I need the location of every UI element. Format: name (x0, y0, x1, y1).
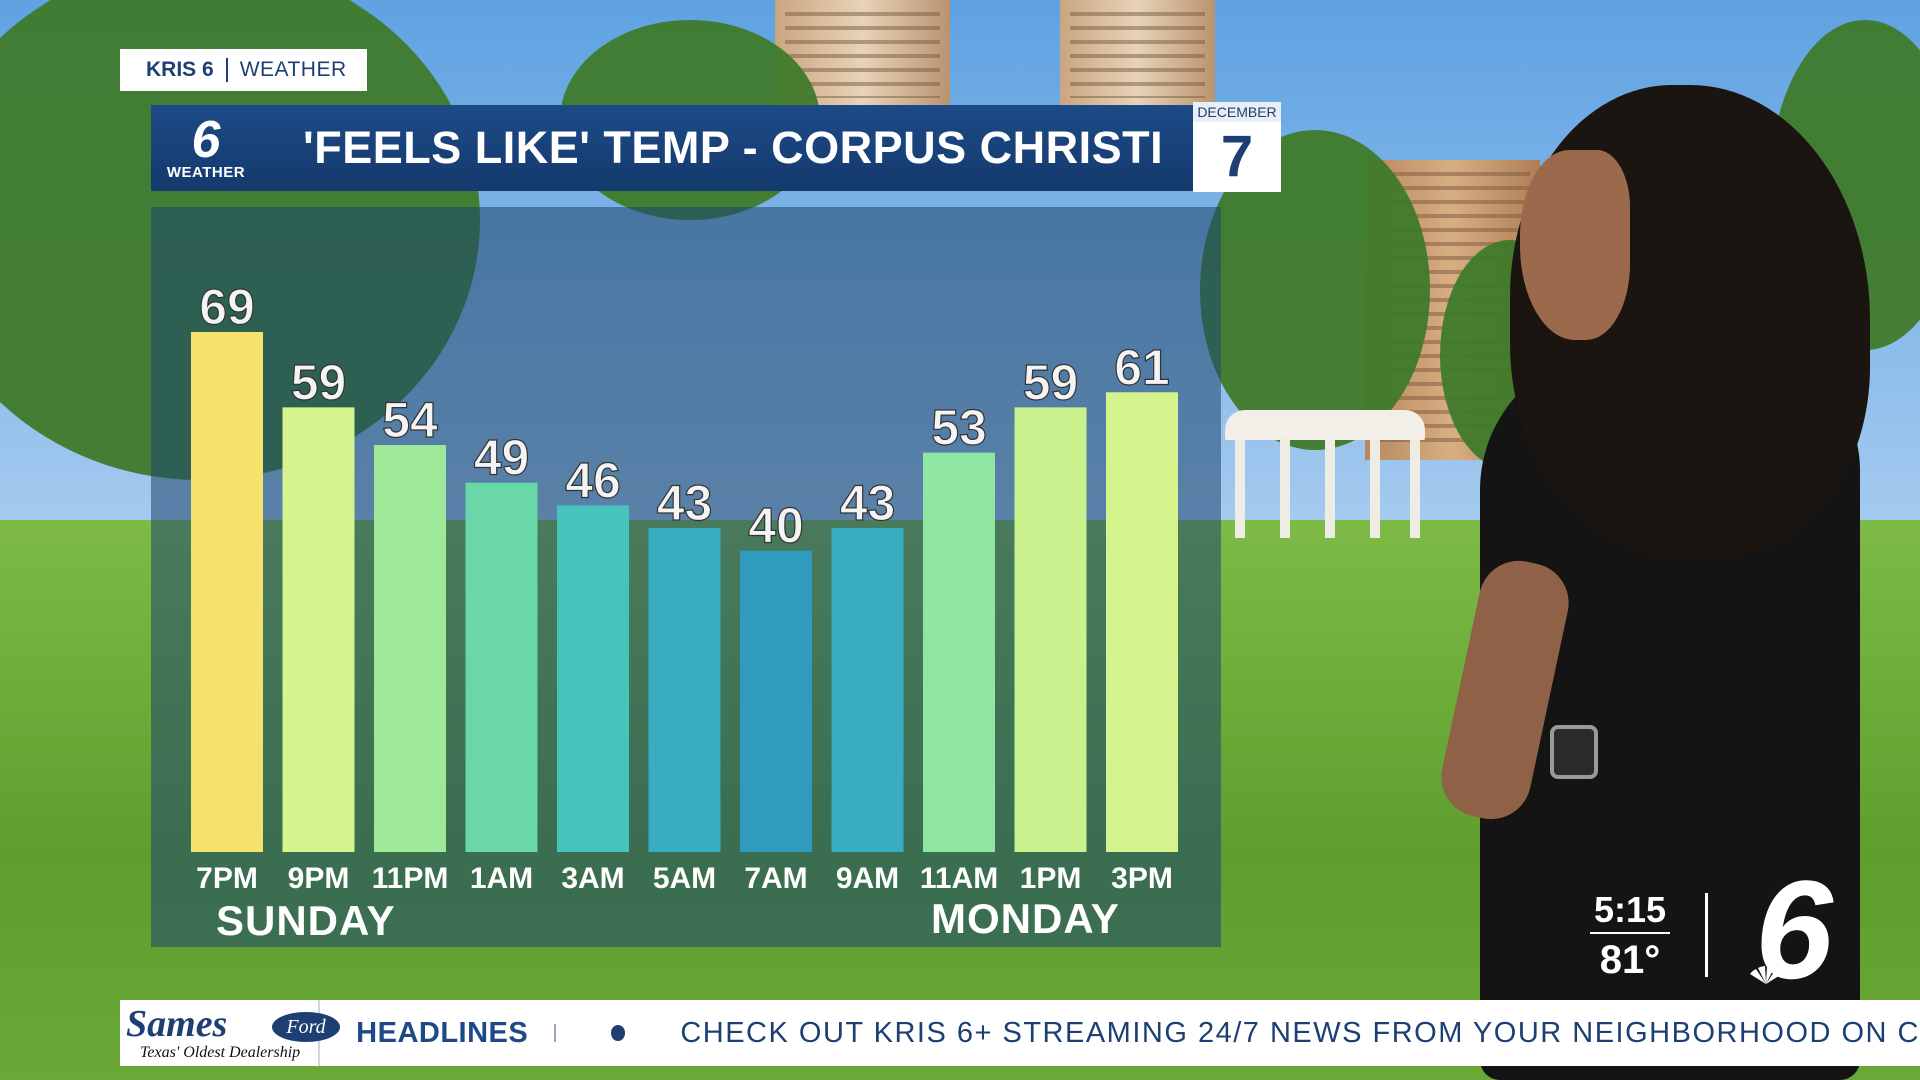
bar-11PM (374, 445, 446, 852)
bar-5AM (648, 527, 721, 852)
presenter-face (1520, 150, 1630, 340)
time-temp-bug: 5:15 81° (1590, 888, 1670, 986)
bar-1PM (1014, 407, 1087, 852)
tick-label-5AM: 5AM (653, 862, 716, 895)
title-bar: 6 WEATHER 'FEELS LIKE' TEMP - CORPUS CHR… (151, 105, 1194, 191)
background-building (1060, 0, 1215, 110)
tick-label-9AM: 9AM (836, 862, 899, 895)
tick-label-7PM: 7PM (196, 862, 258, 895)
value-label-7AM: 40 (748, 498, 804, 554)
tick-label-1PM: 1PM (1020, 862, 1082, 895)
bar-3AM (557, 505, 629, 852)
bar-3PM (1106, 392, 1178, 852)
bar-9AM (831, 527, 904, 852)
bar-7AM (740, 550, 812, 852)
gazebo (1225, 410, 1425, 540)
date-day: 7 (1220, 124, 1254, 189)
tick-label-11AM: 11AM (920, 862, 998, 895)
tick-label-7AM: 7AM (744, 862, 807, 895)
tag-divider (225, 58, 228, 82)
news-ticker: Sames Ford Texas' Oldest Dealership HEAD… (120, 1000, 1920, 1066)
current-temp: 81° (1599, 938, 1661, 982)
value-label-9PM: 59 (291, 354, 347, 410)
value-label-11AM: 53 (931, 400, 987, 456)
tick-label-3PM: 3PM (1111, 862, 1173, 895)
bar-9PM (282, 407, 355, 852)
section-name: WEATHER (239, 58, 347, 81)
weather-logo: 6 WEATHER (151, 105, 261, 191)
sponsor-name: Sames (126, 1003, 228, 1045)
bar-7PM (191, 332, 263, 852)
ticker-heading: HEADLINES (356, 1016, 529, 1049)
bug-divider (1705, 893, 1708, 977)
value-label-5AM: 43 (657, 475, 713, 531)
sponsor-tagline: Texas' Oldest Dealership (140, 1044, 301, 1061)
value-label-3AM: 46 (565, 452, 621, 508)
page-title: 'FEELS LIKE' TEMP - CORPUS CHRISTI (303, 122, 1164, 173)
day-label-sunday: SUNDAY (216, 897, 396, 944)
tick-label-11PM: 11PM (372, 862, 449, 895)
date-month: DECEMBER (1193, 102, 1281, 122)
logo-number: 6 (191, 110, 221, 169)
value-label-1PM: 59 (1023, 354, 1079, 410)
ticker-divider (554, 1024, 557, 1042)
value-label-3PM: 61 (1114, 339, 1170, 395)
ticker-crawl-text: CHECK OUT KRIS 6+ STREAMING 24/7 NEWS FR… (680, 1016, 1920, 1049)
day-label-monday: MONDAY (931, 895, 1120, 942)
bar-11AM (923, 452, 995, 852)
tick-label-3AM: 3AM (561, 862, 624, 895)
value-label-7PM: 69 (199, 279, 255, 335)
tick-label-9PM: 9PM (288, 862, 350, 895)
chart-panel: 69 7PM 59 9PM 54 11PM 49 1AM 46 3AM 43 5AM 40 7AM 43 9A… (151, 207, 1221, 947)
date-box: DECEMBER 7 (1193, 102, 1281, 192)
bullet-icon (611, 1025, 626, 1041)
tick-label-1AM: 1AM (470, 862, 533, 895)
smartwatch (1550, 725, 1598, 779)
ford-badge: Ford (272, 1012, 340, 1042)
sponsor-logo: Sames Ford Texas' Oldest Dealership (120, 1000, 340, 1066)
feels-like-chart: 69 7PM 59 9PM 54 11PM 49 1AM 46 3AM 43 5AM 40 7AM 43 9A… (191, 278, 1178, 895)
value-label-11PM: 54 (382, 392, 438, 448)
logo-label: WEATHER (166, 163, 246, 181)
bar-1AM (465, 482, 538, 852)
peacock-icon (1750, 966, 1782, 984)
value-label-9AM: 43 (840, 475, 896, 531)
value-label-1AM: 49 (474, 430, 530, 486)
station-name: KRIS 6 (146, 58, 214, 81)
current-time: 5:15 (1590, 888, 1670, 934)
brand-tag: KRIS 6 WEATHER (120, 49, 367, 91)
